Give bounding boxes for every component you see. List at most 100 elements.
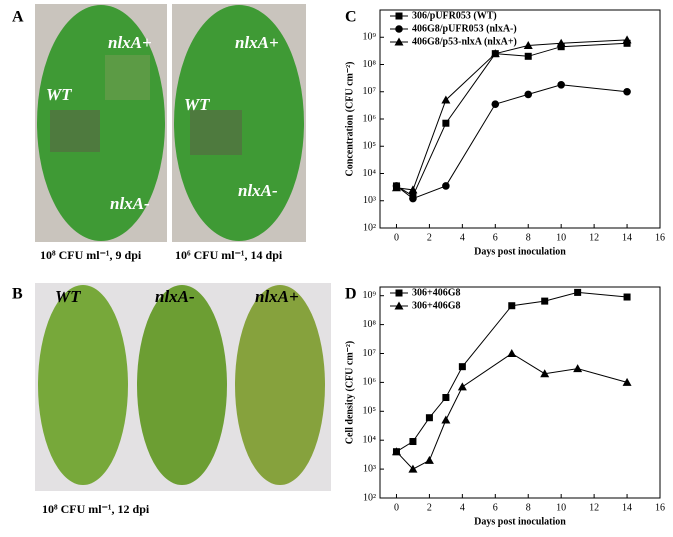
leaf [38, 285, 128, 485]
x-tick-label: 12 [589, 502, 599, 513]
marker [394, 37, 404, 46]
leaf-label: WT [184, 95, 210, 114]
x-axis-label: Days post inoculation [474, 516, 566, 527]
x-axis-label: Days post inoculation [474, 246, 566, 257]
marker [507, 348, 517, 357]
marker [574, 288, 582, 296]
marker [408, 464, 418, 473]
axes-frame [379, 286, 661, 499]
legend-label: 306/pUFR053 (WT) [412, 10, 497, 21]
marker [441, 95, 451, 104]
series-line [396, 39, 628, 191]
x-tick-label: 2 [427, 232, 432, 243]
lesion [105, 55, 150, 100]
x-tick-label: 4 [460, 502, 465, 513]
leaf [137, 285, 227, 485]
x-tick-label: 0 [394, 502, 399, 513]
y-tick-label: 10³ [363, 463, 376, 474]
y-tick-label: 10⁷ [363, 348, 377, 359]
panel-label: D [345, 286, 357, 303]
marker [409, 194, 417, 203]
y-axis-label: Concentration (CFU cm⁻²) [344, 62, 355, 177]
x-tick-label: 2 [427, 502, 432, 513]
leaf-label: WT [46, 85, 72, 104]
marker [458, 363, 466, 371]
marker [523, 40, 533, 49]
leaf-label: nlxA+ [108, 33, 152, 52]
marker [557, 80, 565, 89]
y-tick-label: 10⁶ [363, 113, 377, 124]
marker [424, 455, 434, 464]
caption: 10⁶ CFU ml⁻¹, 14 dpi [175, 248, 283, 262]
marker [622, 377, 632, 386]
leaf-label: nlxA- [110, 194, 150, 213]
y-tick-label: 10⁵ [363, 406, 377, 417]
marker [395, 25, 403, 33]
leaf-label: nlxA+ [255, 287, 299, 306]
x-tick-label: 14 [622, 502, 632, 513]
marker [409, 438, 417, 446]
marker [391, 447, 401, 456]
y-tick-label: 10⁷ [363, 86, 377, 97]
leaf-label: WT [55, 287, 81, 306]
marker [573, 364, 583, 373]
marker [490, 49, 500, 58]
marker [391, 183, 401, 192]
x-tick-label: 10 [556, 502, 566, 513]
y-tick-label: 10² [363, 492, 376, 503]
caption: 10⁸ CFU ml⁻¹, 9 dpi [40, 248, 142, 262]
x-tick-label: 8 [526, 232, 531, 243]
marker [395, 289, 403, 297]
marker [408, 185, 418, 194]
marker [394, 301, 404, 310]
x-tick-label: 16 [655, 502, 665, 513]
y-tick-label: 10⁵ [363, 141, 377, 152]
marker [540, 369, 550, 378]
lesion [50, 110, 100, 152]
x-tick-label: 10 [556, 232, 566, 243]
legend-label: 406G8/p53-nlxA (nlxA+) [412, 36, 517, 47]
y-tick-label: 10³ [363, 195, 376, 206]
marker [442, 394, 450, 402]
x-tick-label: 4 [460, 232, 465, 243]
y-tick-label: 10⁸ [363, 59, 377, 70]
x-tick-label: 8 [526, 502, 531, 513]
marker [441, 415, 451, 424]
panel-label: B [12, 286, 23, 303]
x-tick-label: 12 [589, 232, 599, 243]
marker [524, 90, 533, 99]
marker [623, 87, 631, 96]
series-line [396, 352, 628, 470]
leaf-label: nlxA- [155, 287, 195, 306]
y-tick-label: 10⁴ [363, 434, 377, 445]
x-tick-label: 16 [655, 232, 665, 243]
y-tick-label: 10⁶ [363, 377, 377, 388]
marker [541, 297, 549, 305]
y-axis-label: Cell density (CFU cm⁻²) [344, 341, 355, 445]
caption: 10⁸ CFU ml⁻¹, 12 dpi [42, 502, 150, 516]
x-tick-label: 6 [493, 502, 498, 513]
legend-label: 406G8/pUFR053 (nlxA-) [412, 23, 517, 34]
marker [442, 119, 450, 127]
marker [623, 293, 631, 301]
y-tick-label: 10⁴ [363, 168, 377, 179]
marker [556, 38, 566, 47]
x-tick-label: 0 [394, 232, 399, 243]
leaf-label: nlxA- [238, 181, 278, 200]
marker [524, 52, 532, 60]
marker [395, 12, 403, 20]
legend-label: 306+406G8 [412, 300, 460, 311]
y-tick-label: 10² [363, 222, 376, 233]
leaf-label: nlxA+ [235, 33, 279, 52]
panel-label: A [12, 9, 24, 26]
y-tick-label: 10⁹ [363, 290, 377, 301]
leaf [235, 285, 325, 485]
lesion [190, 110, 242, 155]
marker [442, 182, 450, 190]
marker [491, 100, 500, 108]
y-tick-label: 10⁸ [363, 319, 377, 330]
series-line [396, 42, 628, 197]
panel-label: C [345, 9, 357, 26]
marker [425, 414, 433, 422]
